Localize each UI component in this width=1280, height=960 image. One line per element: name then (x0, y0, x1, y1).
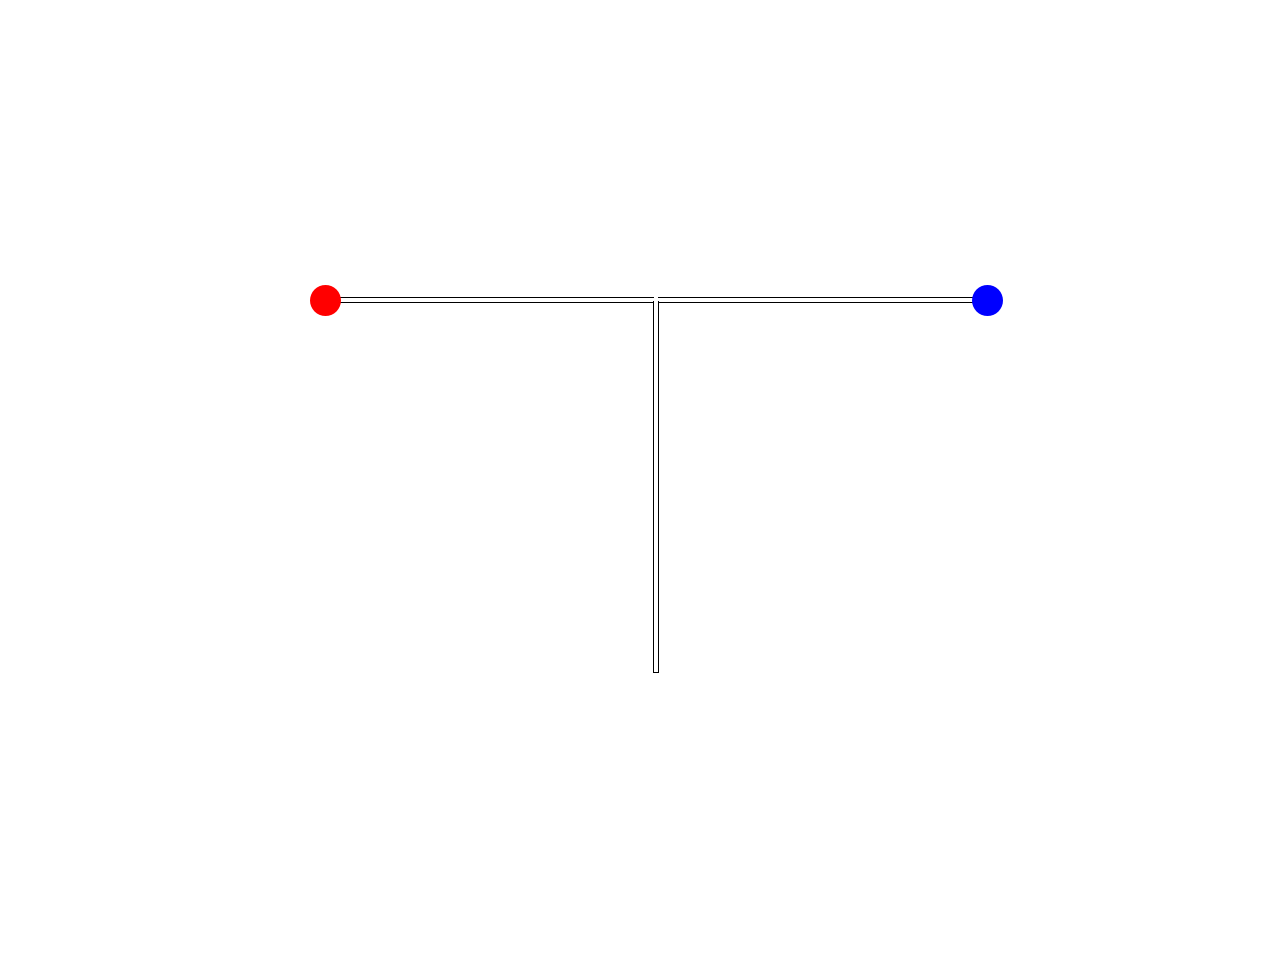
maze-corridor-right-arm (658, 297, 980, 303)
blue-circle-icon[interactable] (972, 285, 1003, 316)
red-circle-icon[interactable] (310, 285, 341, 316)
maze-corridor-left-arm (334, 297, 654, 303)
maze-junction (654, 298, 658, 303)
maze-corridor-stem (653, 301, 659, 673)
